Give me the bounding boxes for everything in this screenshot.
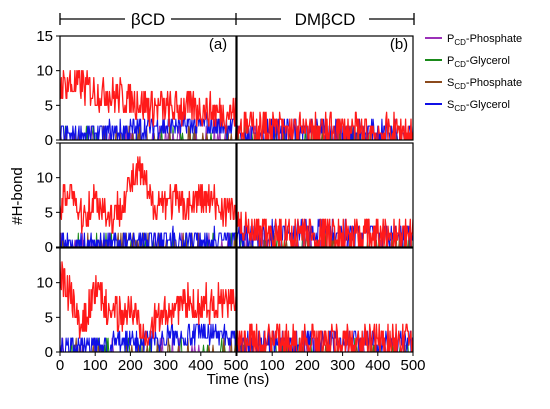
x-tick-label-c0-200: 200 [118,357,143,374]
header-dmbcd: DMβCD [295,10,356,29]
x-tick-label-c0-300: 300 [153,357,178,374]
column-headers: βCD DMβCD [60,8,414,30]
x-tick-label-c1-300: 300 [330,357,355,374]
x-tick-label-c1-500: 500 [400,357,425,374]
legend-label-0: PCD-Phosphate [447,33,522,47]
y-tick-label-r0-15: 15 [36,28,53,45]
x-tick-label-c1-400: 400 [365,357,390,374]
y-tick-label-r2-5: 5 [45,309,53,326]
legend: PCD-Phosphate PCD-Glycerol SCD-Phosphate SC… [425,33,522,113]
y-tick-label-r0-5: 5 [45,97,53,114]
x-axis-title: Time (ns) [207,371,270,388]
y-tick-label-r0-10: 10 [36,63,53,80]
panel-r1-c1 [237,212,413,247]
y-axis-title: #H-bond [9,167,26,225]
x-tick-label-c1-200: 200 [295,357,320,374]
header-bcd: βCD [131,10,165,29]
panel-r2-c1 [237,324,413,352]
legend-label-2: SCD-Phosphate [447,77,522,91]
series-total-r1-c0 [60,157,236,233]
y-tick-label-r1-5: 5 [45,204,53,221]
x-tick-label-c0-0: 0 [56,357,64,374]
series-total-r2-c0 [60,262,236,345]
legend-label-3: SCD-Glycerol [447,99,510,113]
y-tick-label-r2-0: 0 [45,344,53,361]
panel-label-a: (a) [209,36,227,53]
y-tick-label-r1-0: 0 [45,239,53,256]
panel-r0-c0 [60,71,236,140]
y-tick-label-r0-0: 0 [45,132,53,149]
panel-r0-c1 [237,112,413,140]
y-tick-label-r1-10: 10 [36,170,53,187]
panel-r2-c0 [60,262,236,352]
y-tick-label-r2-10: 10 [36,275,53,292]
panel-r1-c0 [60,157,236,247]
x-tick-label-c0-100: 100 [83,357,108,374]
panel-label-b: (b) [390,36,408,53]
legend-label-1: PCD-Glycerol [447,55,510,69]
